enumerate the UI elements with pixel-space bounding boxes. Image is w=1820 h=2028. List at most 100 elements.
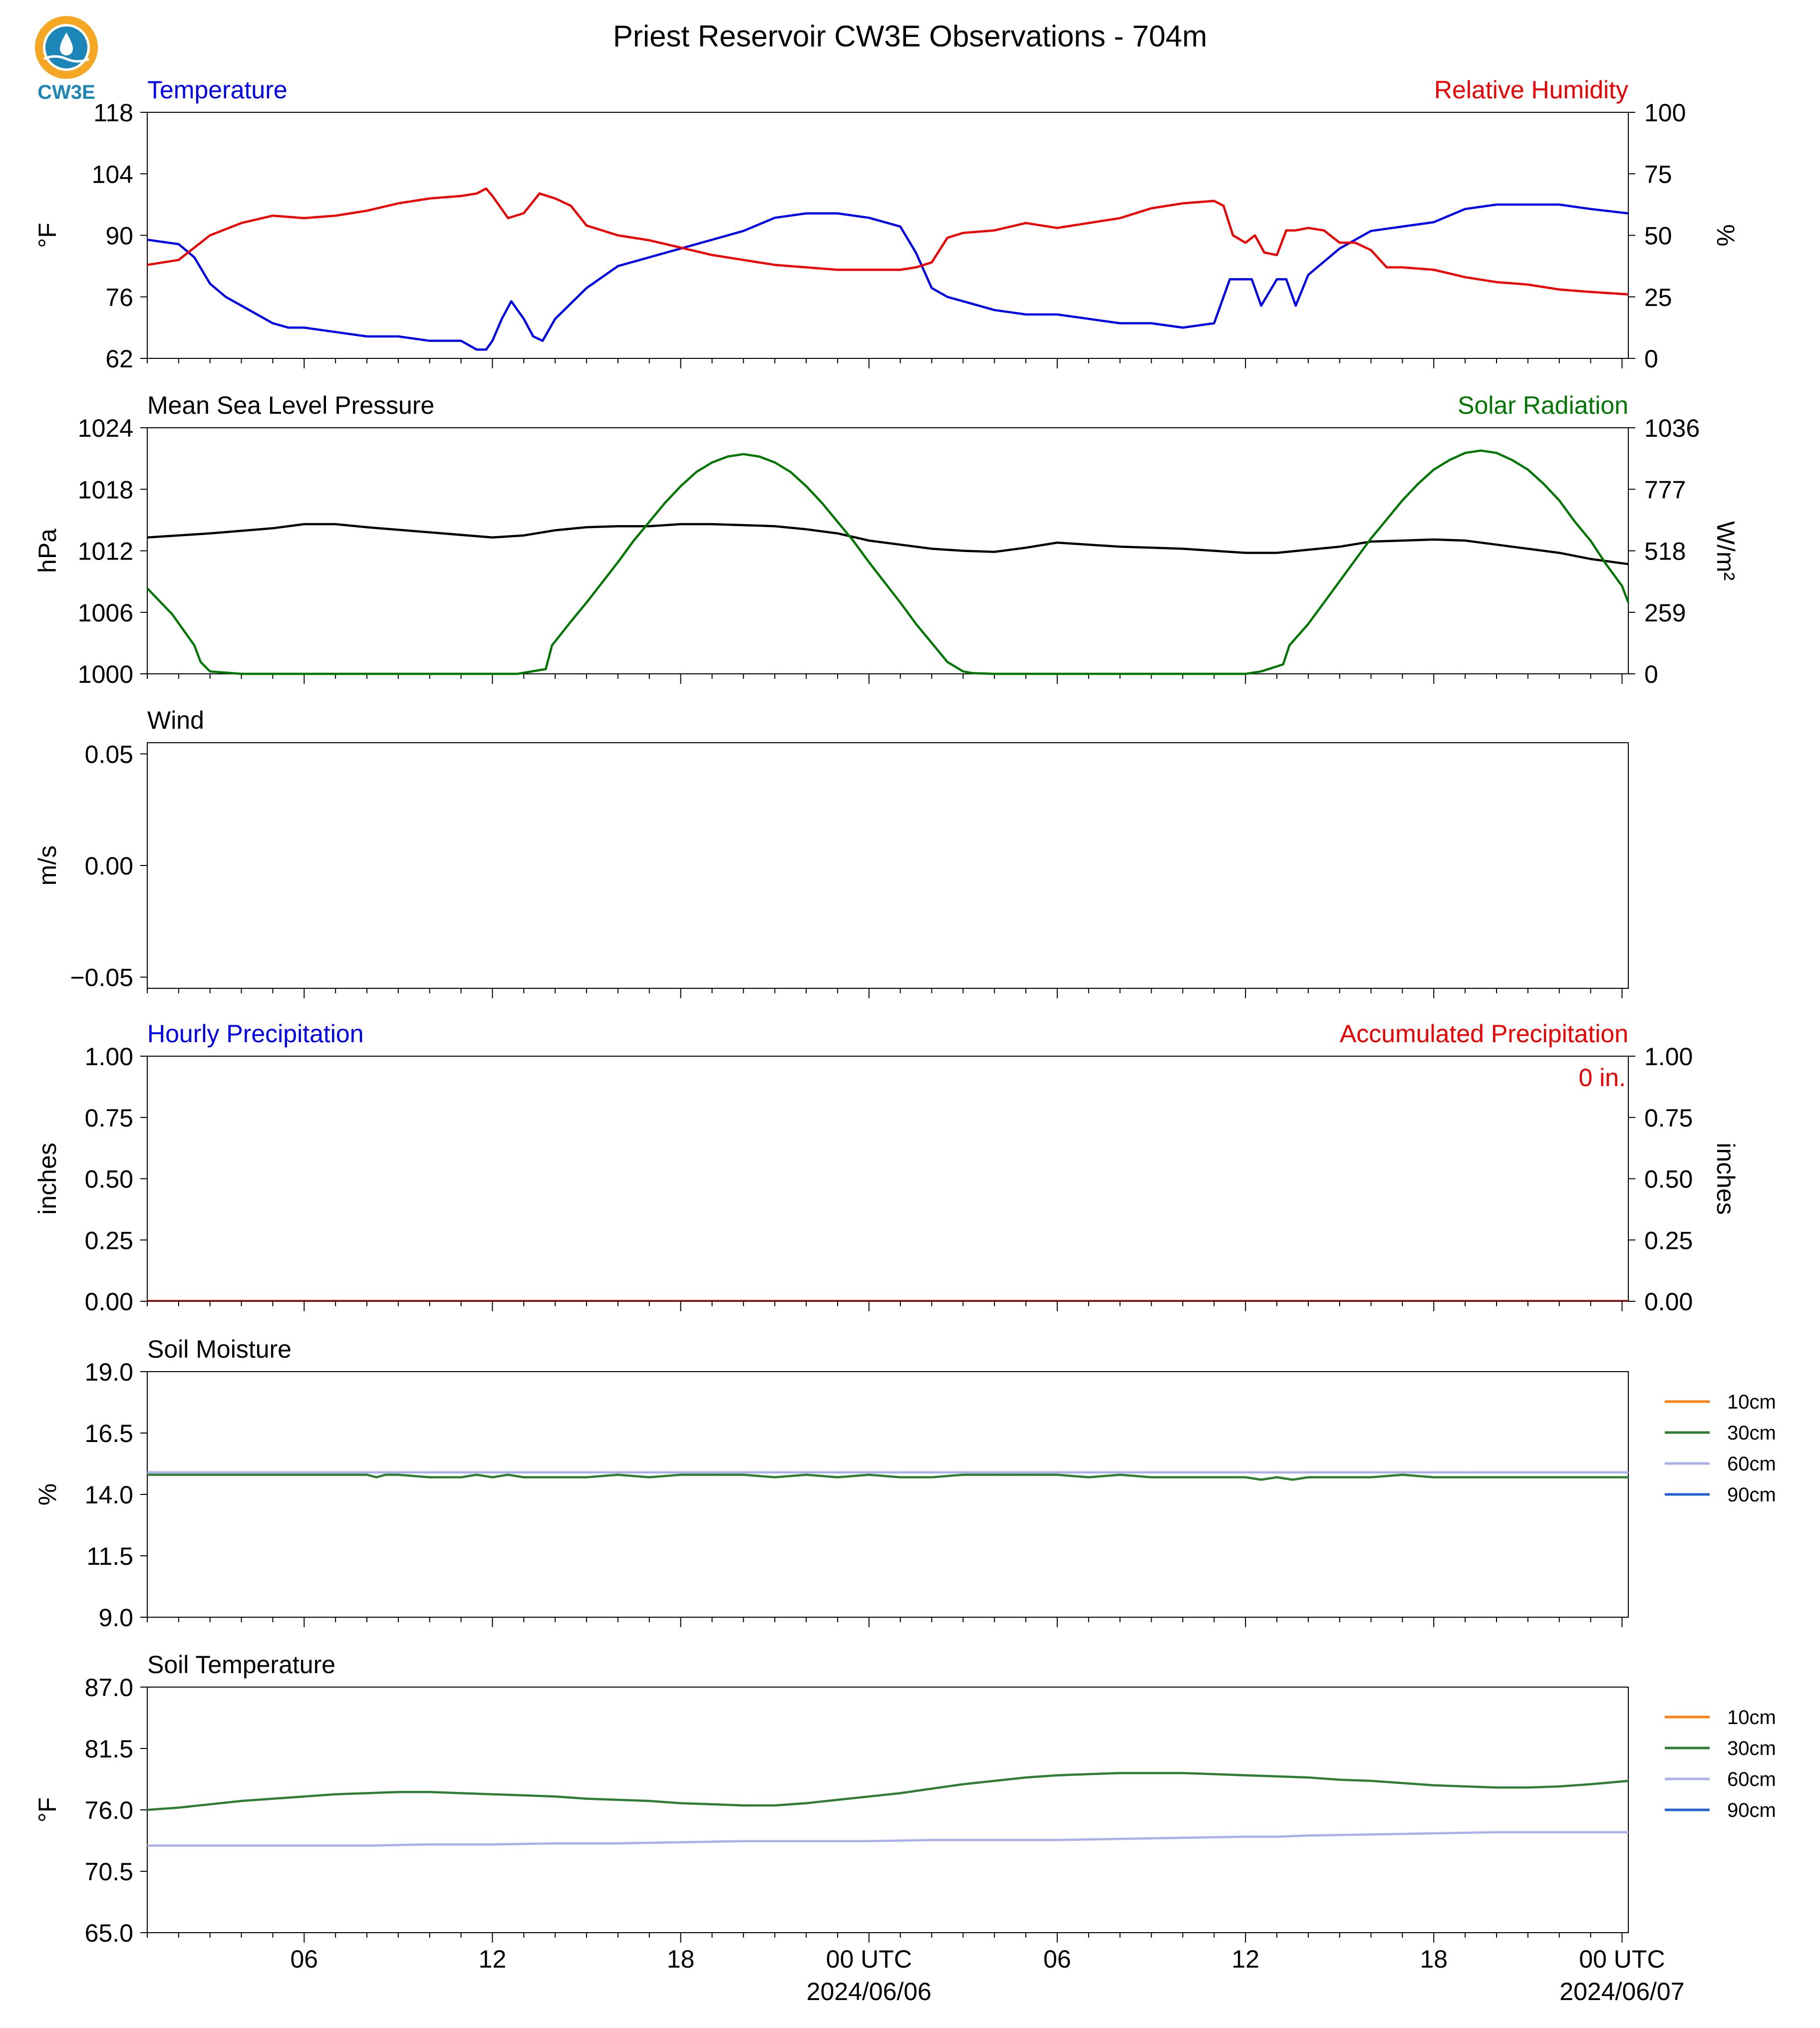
data-point xyxy=(806,267,807,268)
panel-title-left: Mean Sea Level Pressure xyxy=(147,391,434,419)
x-tick-label: 00 UTC xyxy=(826,1945,912,1973)
y-tick-label-left: 0.00 xyxy=(85,852,133,880)
y-tick-label-right: 518 xyxy=(1644,538,1686,566)
y-axis-label-left: hPa xyxy=(33,529,61,573)
x-tick-label: 06 xyxy=(290,1945,318,1973)
series-line-solar-radiation xyxy=(146,449,1630,675)
legend-label: 60cm xyxy=(1727,1453,1776,1475)
y-axis-label-left: °F xyxy=(33,1797,61,1823)
data-point xyxy=(288,327,289,328)
y-tick-label-left: 104 xyxy=(92,160,133,188)
legend-label: 60cm xyxy=(1727,1768,1776,1790)
data-point xyxy=(1628,564,1629,565)
y-axis-label-left: °F xyxy=(33,223,61,248)
data-point xyxy=(492,537,493,538)
data-point xyxy=(617,235,618,236)
data-point xyxy=(1628,602,1629,603)
panel-title-right: Solar Radiation xyxy=(1458,391,1628,419)
data-point xyxy=(178,244,179,245)
data-point xyxy=(429,198,430,199)
y-tick-label-left: −0.05 xyxy=(70,964,133,992)
y-tick-label-left: 0.25 xyxy=(85,1226,133,1254)
x-tick-label: 12 xyxy=(479,1945,507,1973)
data-point xyxy=(1402,1474,1403,1475)
data-point xyxy=(492,340,493,341)
panel-title-left: Soil Temperature xyxy=(147,1651,335,1679)
data-point xyxy=(1402,540,1403,541)
data-point xyxy=(931,288,932,289)
data-point xyxy=(172,614,173,615)
x-tick-label: 18 xyxy=(1420,1945,1448,1973)
data-point xyxy=(680,486,681,487)
y-tick-label-left: 1024 xyxy=(78,414,133,442)
data-point xyxy=(1527,204,1528,205)
data-point xyxy=(147,1474,148,1475)
data-point xyxy=(617,1474,618,1475)
data-point xyxy=(1245,1836,1246,1837)
logo-sun-ring xyxy=(35,16,98,79)
data-point xyxy=(1292,1479,1293,1480)
y-tick-label-right: 0.50 xyxy=(1644,1165,1693,1193)
data-point xyxy=(1151,208,1152,209)
data-point xyxy=(1339,248,1340,249)
data-point xyxy=(1465,540,1466,541)
legend-label: 30cm xyxy=(1727,1738,1776,1759)
data-point xyxy=(743,1474,744,1475)
y-tick-label-left: 19.0 xyxy=(85,1358,133,1386)
data-point xyxy=(1628,213,1629,214)
data-point xyxy=(555,1796,556,1797)
y-tick-label-left: 0.50 xyxy=(85,1165,133,1193)
plot-frame xyxy=(147,742,1629,989)
data-point xyxy=(1229,279,1230,280)
data-point xyxy=(539,193,540,194)
series-line-60cm xyxy=(147,1831,1628,1847)
y-tick-label-left: 87.0 xyxy=(85,1674,133,1702)
plot-frame xyxy=(147,427,1629,674)
y-axis-label-left: m/s xyxy=(33,846,61,886)
legend-label: 90cm xyxy=(1727,1484,1776,1506)
panel-4 xyxy=(140,1056,1635,1311)
y-tick-label-left: 1018 xyxy=(78,476,133,504)
y-tick-label-right: 259 xyxy=(1644,599,1686,627)
logo-text: CW3E xyxy=(37,81,95,103)
data-point xyxy=(1386,267,1387,268)
data-point xyxy=(555,1843,556,1844)
y-tick-label-left: 0.05 xyxy=(85,740,133,768)
data-point xyxy=(194,257,195,258)
data-point xyxy=(900,226,901,227)
data-point xyxy=(837,1799,838,1800)
y-tick-label-left: 11.5 xyxy=(86,1542,133,1570)
data-point xyxy=(617,526,618,527)
data-point xyxy=(994,1780,995,1781)
data-point xyxy=(617,1799,618,1800)
data-point xyxy=(806,529,807,530)
data-point xyxy=(743,525,744,526)
data-point xyxy=(1465,277,1466,278)
data-point xyxy=(1402,226,1403,227)
legend-label: 10cm xyxy=(1727,1391,1776,1413)
data-point xyxy=(241,1845,242,1846)
series-line-temperature xyxy=(147,203,1629,351)
x-tick-date-label: 2024/06/07 xyxy=(1559,1978,1684,2006)
series-line-mean-sea-level-pressure xyxy=(147,523,1629,566)
data-point xyxy=(1251,279,1252,280)
y-tick-label-left: 118 xyxy=(93,99,133,127)
data-point xyxy=(1496,1787,1497,1788)
figure-title: Priest Reservoir CW3E Observations - 704… xyxy=(612,19,1208,53)
y-tick-label-left: 0.75 xyxy=(85,1104,133,1132)
data-point xyxy=(994,1474,995,1475)
panel-title-right: Relative Humidity xyxy=(1434,76,1628,104)
x-tick-label: 06 xyxy=(1043,1945,1071,1973)
data-point xyxy=(1402,267,1403,268)
y-tick-label-left: 76.0 xyxy=(85,1796,133,1824)
data-point xyxy=(241,305,242,306)
y-tick-label-left: 90 xyxy=(105,222,133,250)
data-point xyxy=(1527,469,1528,470)
panel-6 xyxy=(140,1687,1710,1943)
plot-frame xyxy=(147,1371,1629,1618)
y-tick-label-right: 1.00 xyxy=(1644,1043,1693,1071)
y-axis-label-left: inches xyxy=(33,1143,61,1215)
y-tick-label-left: 1.00 xyxy=(85,1043,133,1071)
data-point xyxy=(1386,519,1387,520)
x-tick-label: 00 UTC xyxy=(1579,1945,1665,1973)
